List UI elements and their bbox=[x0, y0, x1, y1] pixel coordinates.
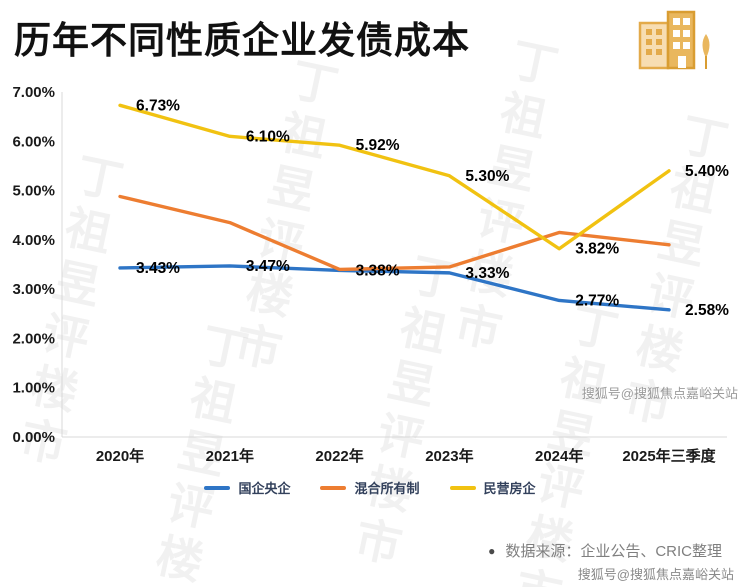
y-tick-label: 5.00% bbox=[12, 183, 55, 200]
chart-legend: 国企央企 混合所有制 民营房企 bbox=[0, 478, 740, 497]
data-label: 3.82% bbox=[575, 241, 619, 258]
legend-swatch bbox=[204, 485, 231, 490]
data-label: 3.43% bbox=[136, 260, 180, 277]
y-tick-label: 2.00% bbox=[12, 330, 55, 347]
y-tick-label: 6.00% bbox=[12, 133, 55, 150]
data-label: 5.40% bbox=[685, 163, 729, 180]
x-tick-label: 2023年 bbox=[425, 447, 473, 465]
data-label: 6.73% bbox=[136, 97, 180, 114]
x-tick-label: 2024年 bbox=[535, 447, 583, 465]
data-label: 3.33% bbox=[465, 265, 509, 282]
data-source: ● 数据来源：企业公告、CRIC整理 bbox=[488, 540, 722, 561]
y-tick-label: 3.00% bbox=[12, 281, 55, 298]
legend-label: 混合所有制 bbox=[354, 481, 420, 496]
y-tick-label: 4.00% bbox=[12, 232, 55, 249]
series-line-国企央企 bbox=[118, 264, 671, 312]
legend-label: 国企央企 bbox=[238, 481, 291, 496]
logo bbox=[634, 6, 720, 77]
y-tick-label: 7.00% bbox=[12, 84, 55, 101]
legend-item-国企央企[interactable]: 国企央企 bbox=[204, 478, 290, 497]
sohu-watermark-mid: 搜狐号@搜狐焦点嘉峪关站 bbox=[581, 386, 738, 401]
legend-item-民营房企[interactable]: 民营房企 bbox=[449, 478, 536, 497]
source-text: 数据来源：企业公告、CRIC整理 bbox=[505, 543, 722, 560]
buildings-icon bbox=[638, 10, 710, 70]
data-label: 3.38% bbox=[356, 262, 400, 279]
sohu-watermark-bottom: 搜狐号@搜狐焦点嘉峪关站 bbox=[577, 567, 734, 582]
line-chart: 7.00% 6.00% 5.00% 4.00% 3.00% 2.00% 1.00% 0.00%… bbox=[12, 84, 729, 465]
data-label: 2.58% bbox=[685, 302, 729, 319]
y-tick-label: 1.00% bbox=[12, 380, 55, 397]
series-line-混合所有制 bbox=[118, 194, 671, 272]
data-label: 5.92% bbox=[356, 137, 400, 154]
x-tick-label: 2020年 bbox=[96, 447, 144, 465]
x-tick-label: 2021年 bbox=[206, 447, 254, 465]
legend-label: 民营房企 bbox=[483, 481, 536, 496]
series-line-民营房企 bbox=[118, 103, 671, 251]
legend-swatch bbox=[449, 485, 476, 490]
legend-swatch bbox=[320, 485, 347, 490]
y-tick-label: 0.00% bbox=[12, 429, 55, 446]
legend-item-混合所有制[interactable]: 混合所有制 bbox=[320, 478, 420, 497]
x-tick-label: 2025年三季度 bbox=[622, 447, 716, 465]
page-title: 历年不同性质企业发债成本 bbox=[14, 20, 470, 61]
data-label: 2.77% bbox=[575, 292, 619, 309]
source-bullet-icon: ● bbox=[488, 544, 496, 558]
data-label: 5.30% bbox=[465, 168, 509, 185]
x-tick-label: 2022年 bbox=[315, 447, 363, 465]
data-label: 3.47% bbox=[246, 258, 290, 275]
data-label: 6.10% bbox=[246, 128, 290, 145]
